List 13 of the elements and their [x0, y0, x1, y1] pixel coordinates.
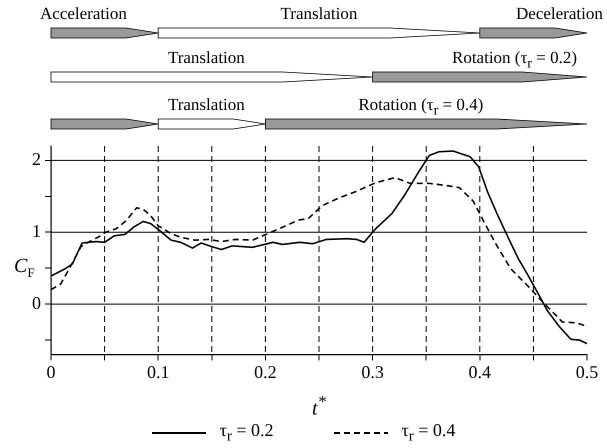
- x-tick-label: 0.2: [254, 362, 277, 382]
- x-tick-label: 0.5: [576, 362, 598, 382]
- x-axis-title: t$^{*}$: [312, 392, 326, 421]
- y-axis-title: C$_{F}$: [14, 255, 35, 281]
- x-tick-label: 0.4: [468, 362, 492, 382]
- y-tick-label: 0: [32, 292, 41, 313]
- x-tick-label: 0: [46, 362, 56, 382]
- y-tick-label: 1: [32, 220, 41, 241]
- x-tick-label: 0.3: [361, 362, 384, 382]
- legend-label: τ$_{r}$ = 0.4: [402, 420, 456, 446]
- x-tick-label: 0.1: [146, 362, 170, 382]
- y-tick-label: 2: [32, 149, 41, 170]
- legend-label: τ$_{r}$ = 0.2: [220, 420, 274, 446]
